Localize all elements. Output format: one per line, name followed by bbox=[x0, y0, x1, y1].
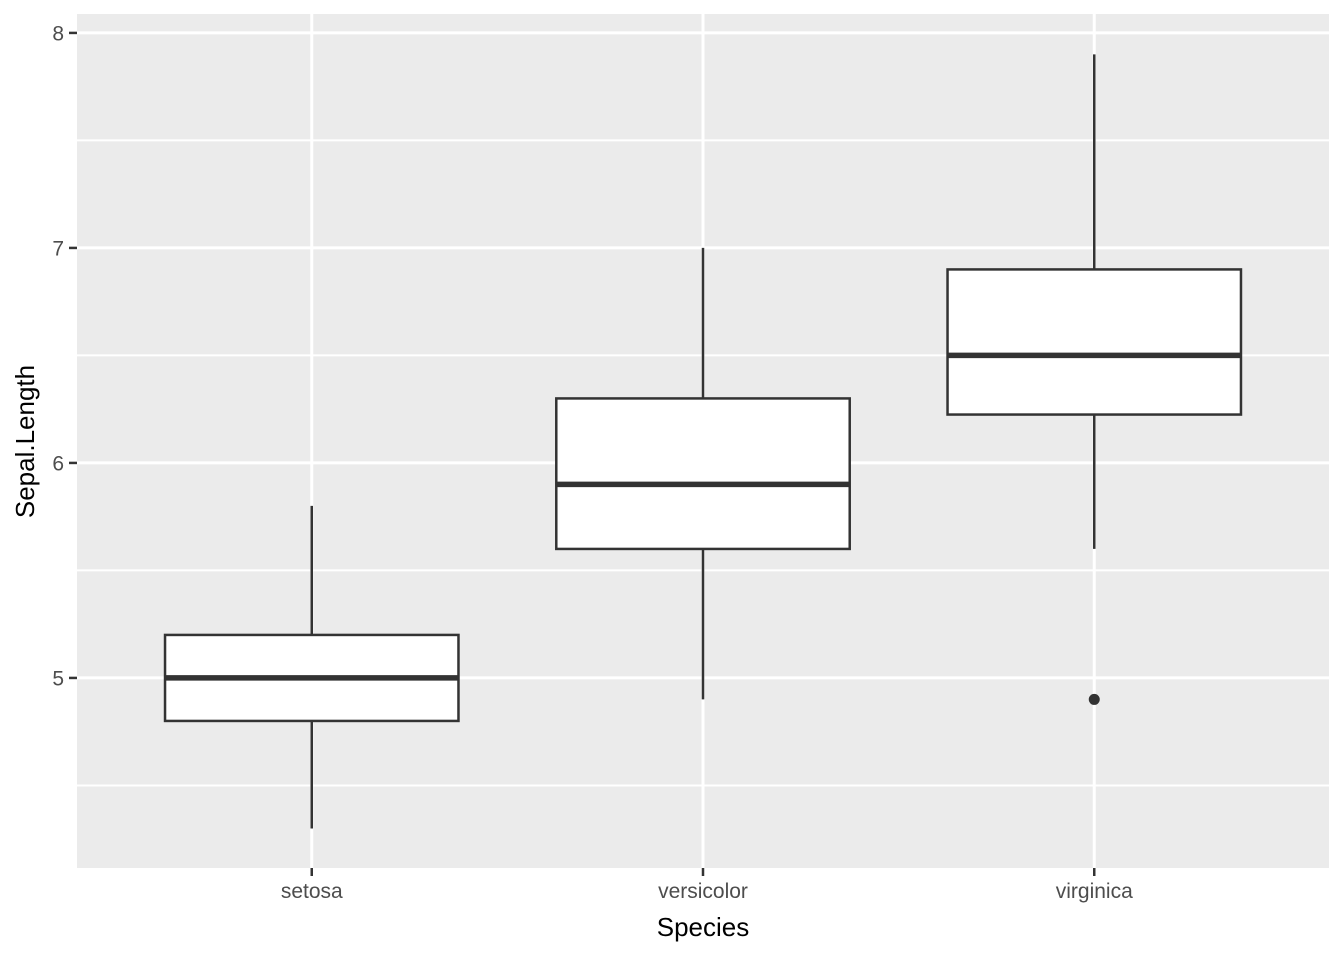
x-tick-label: virginica bbox=[1056, 880, 1133, 903]
x-axis-title: Species bbox=[656, 912, 750, 942]
y-tick-label: 8 bbox=[52, 22, 64, 45]
outlier-point-virginica bbox=[1088, 693, 1100, 705]
box-versicolor bbox=[555, 397, 851, 551]
x-tick-label: setosa bbox=[281, 880, 343, 903]
y-tick-label: 6 bbox=[52, 452, 64, 475]
box-virginica bbox=[946, 268, 1243, 416]
x-tick-label: versicolor bbox=[658, 880, 748, 903]
y-tick-label: 5 bbox=[52, 667, 64, 690]
y-tick-label: 7 bbox=[52, 237, 64, 260]
